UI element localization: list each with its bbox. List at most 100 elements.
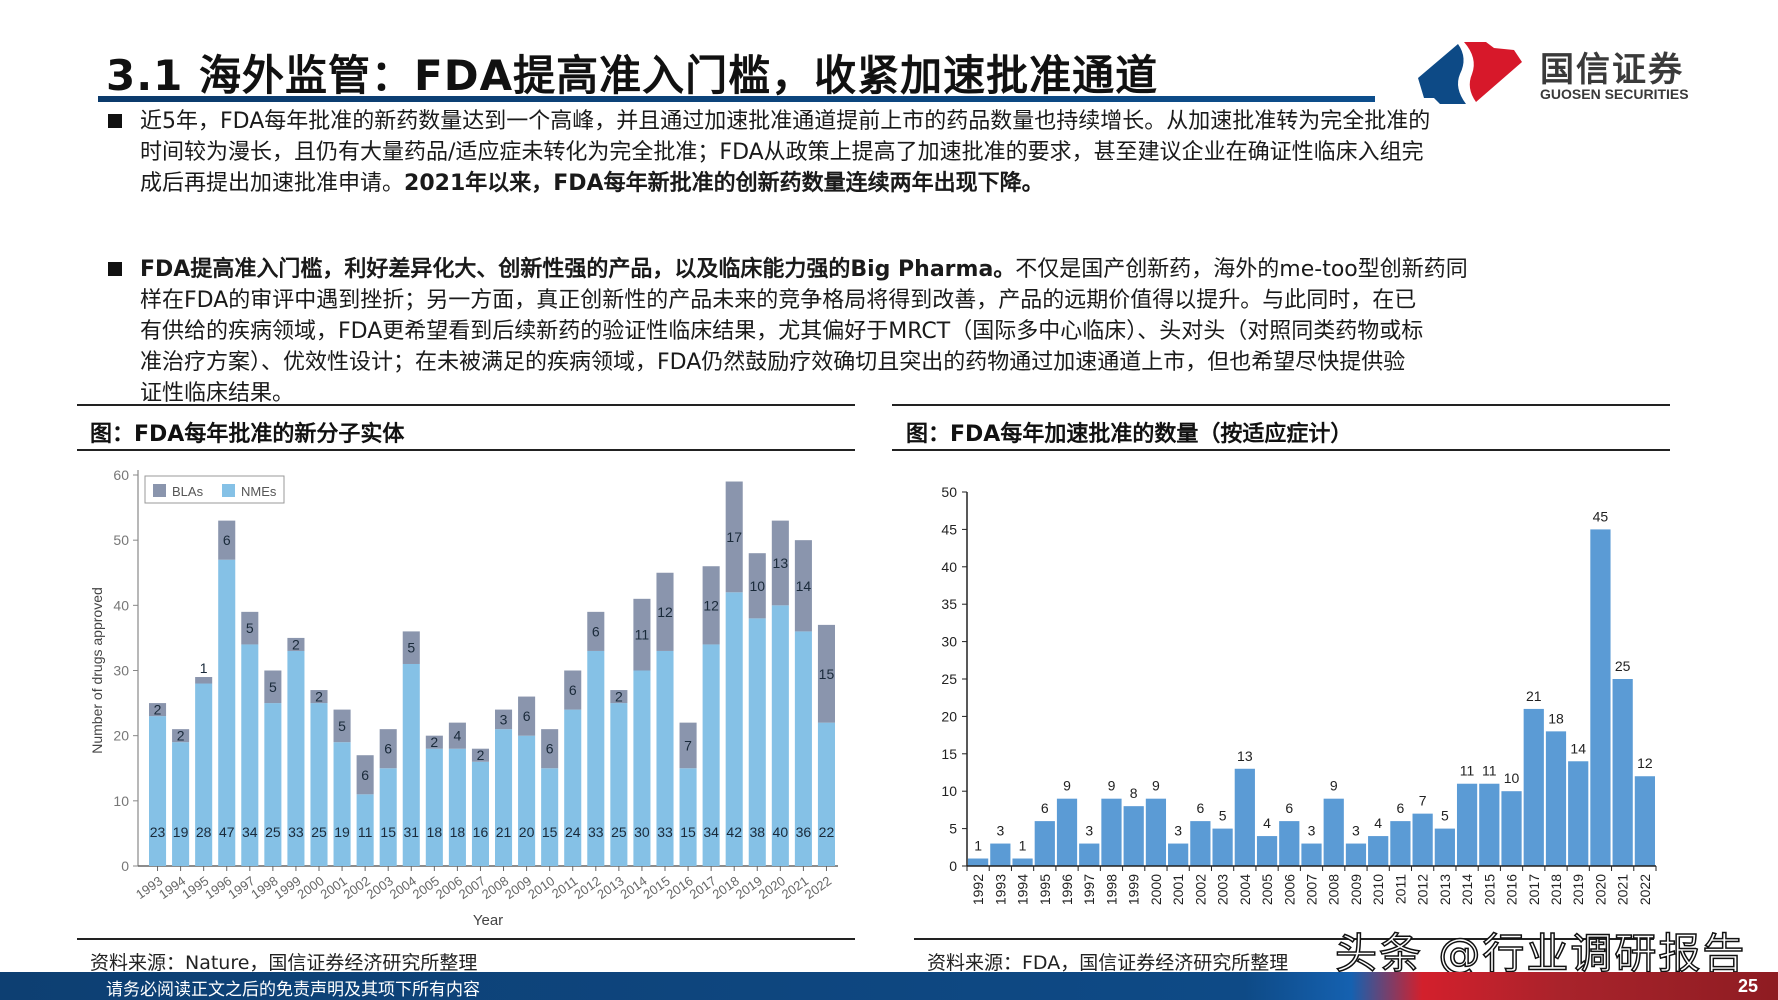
y-tick-label: 40 [113,597,129,613]
bar-label-blas: 2 [430,734,438,750]
bar-label-blas: 12 [703,597,719,613]
left-figure-source: 资料来源：Nature，国信证券经济研究所整理 [90,952,478,974]
legend-label-blas: BLAs [172,484,204,499]
bar-label-blas: 11 [635,627,650,643]
bar-label-nmes: 25 [611,824,627,840]
bar-nmes [564,709,582,866]
bar [1056,798,1078,866]
x-tick-label: 1994 [1015,874,1031,905]
x-tick-label: 2013 [1437,874,1453,905]
x-tick-label: 2006 [1281,874,1297,905]
bar [1034,821,1055,866]
bar-label-blas: 15 [819,666,835,682]
bar-label-blas: 5 [246,620,254,636]
bar-nmes [610,703,628,866]
bar-label-blas: 2 [292,636,300,652]
bar-label-blas: 6 [361,767,369,783]
bar-label-blas: 5 [269,679,277,695]
x-tick-label: 1992 [970,874,986,905]
bar [990,843,1011,866]
bar-nmes [702,644,720,866]
bar-label-nmes: 15 [542,824,558,840]
paragraph-emphasis: FDA提高准入门槛，利好差异化大、创新性强的产品，以及临床能力强的Big Pha… [140,257,1016,282]
y-tick-label: 0 [949,858,957,874]
bar-value-label: 11 [1460,763,1475,779]
bar-label-blas: 2 [177,728,185,744]
bar-label-nmes: 23 [150,824,166,840]
left-figure-title: 图：FDA每年批准的新分子实体 [90,422,405,447]
bar [1279,821,1300,866]
bar-nmes [333,742,351,866]
bar-blas [702,566,720,645]
bar-label-nmes: 40 [773,824,789,840]
bar [1323,798,1344,866]
bar-value-label: 25 [1615,658,1631,674]
bar-label-blas: 6 [223,532,231,548]
bar-blas [310,690,328,704]
bar [1168,843,1189,866]
bar-label-nmes: 11 [358,824,373,840]
bar-label-blas: 3 [500,711,508,727]
bar [1190,821,1211,866]
bar-value-label: 13 [1237,748,1253,764]
paragraph-line: 证性临床结果。 [140,381,295,406]
bar-label-blas: 7 [684,737,692,753]
bar-label-nmes: 31 [403,824,419,840]
bar-label-nmes: 34 [703,824,719,840]
bar-label-nmes: 25 [265,824,281,840]
bar-nmes [471,761,490,866]
bar-nmes [287,650,305,866]
bar-nmes [172,742,190,866]
bar [1434,828,1455,866]
y-tick-label: 50 [941,484,957,500]
legend-label-nmes: NMEs [241,484,277,499]
figure-bottom-rule [77,938,855,940]
paragraph-line: 有供给的疾病领域，FDA更希望看到后续新药的验证性临床结果，尤其偏好于MRCT（… [140,319,1424,344]
bar-nmes [310,703,328,866]
bar-value-label: 3 [996,823,1004,839]
bar-value-label: 7 [1419,793,1427,809]
bar-nmes [771,605,789,866]
bar-blas [610,690,628,704]
y-tick-label: 5 [949,821,957,837]
bar-blas [679,722,697,769]
bar [1545,731,1567,866]
bar [1634,776,1655,866]
x-tick-label: 2016 [1504,874,1520,905]
bar [1256,836,1278,866]
bar-value-label: 9 [1108,778,1116,794]
y-tick-label: 45 [941,521,957,537]
bar-label-nmes: 42 [726,824,742,840]
bar-nmes [195,683,213,866]
x-tick-label: 1995 [1037,874,1053,905]
bar-blas [218,520,236,560]
y-tick-label: 10 [113,793,129,809]
bar-nmes [356,794,374,866]
watermark: 头条 @行业调研报告 [1334,928,1747,979]
bar-nmes [448,748,466,866]
bar-label-blas: 1 [200,660,208,676]
x-tick-label: 2019 [1570,874,1586,905]
y-tick-label: 60 [113,467,129,483]
page-number: 25 [1737,976,1758,996]
bar-value-label: 18 [1548,710,1564,726]
bar [968,858,989,866]
bar-blas [379,729,397,769]
x-tick-label: 2009 [1348,874,1364,905]
bar-value-label: 9 [1330,778,1338,794]
bar-value-label: 5 [1219,808,1227,824]
bar-nmes [241,644,259,866]
x-tick-label: 2000 [1148,874,1164,905]
y-tick-label: 10 [941,783,957,799]
x-tick-label: 1993 [992,874,1008,905]
bar-label-nmes: 16 [473,824,489,840]
bar [1012,858,1033,866]
bar-label-nmes: 33 [657,824,673,840]
bar-label-nmes: 20 [519,824,535,840]
right-figure-title: 图：FDA每年加速批准的数量（按适应症计） [906,422,1353,447]
bar-label-nmes: 30 [634,824,650,840]
bar [1590,529,1611,866]
bullet-square-icon [108,262,122,276]
bar [1368,836,1389,866]
